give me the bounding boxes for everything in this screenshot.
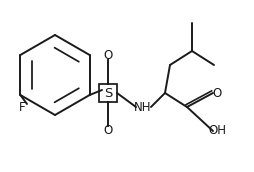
FancyBboxPatch shape: [99, 84, 117, 102]
Text: F: F: [19, 100, 25, 114]
Text: NH: NH: [134, 100, 152, 114]
Text: O: O: [103, 49, 113, 62]
Text: O: O: [212, 87, 222, 99]
Text: O: O: [103, 125, 113, 137]
Text: S: S: [104, 87, 112, 99]
Text: OH: OH: [208, 125, 226, 137]
